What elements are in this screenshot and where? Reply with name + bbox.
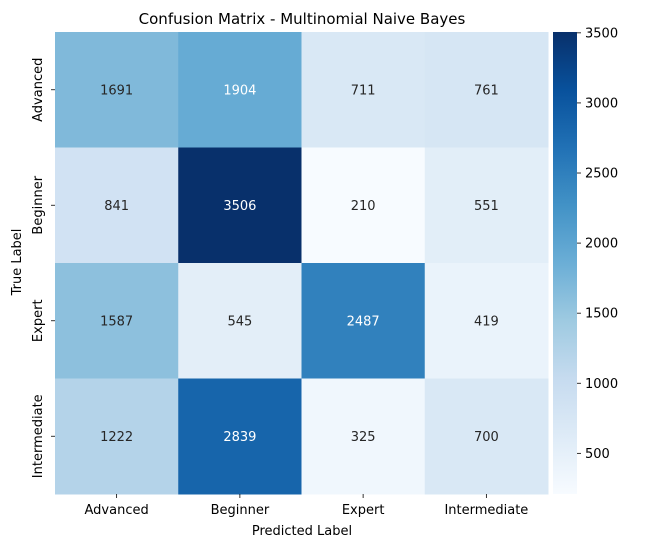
heatmap-cell [424, 378, 549, 495]
y-tick-label: Beginner [31, 175, 46, 234]
y-tick-label: Advanced [31, 58, 46, 122]
heatmap-cell [55, 378, 179, 495]
cell-value-label: 2487 [347, 314, 380, 329]
x-tick-label: Beginner [211, 503, 270, 518]
heatmap-cell [178, 32, 302, 148]
heatmap-cell [178, 263, 302, 379]
x-axis-label: Predicted Label [252, 524, 352, 539]
heatmap-cell [424, 263, 549, 379]
heatmap-cell [178, 147, 302, 264]
colorbar-tick-label: 3000 [585, 96, 618, 111]
cell-value-label: 419 [474, 314, 499, 329]
x-tick-label: Intermediate [444, 503, 528, 518]
heatmap-cell [301, 32, 426, 148]
heatmap-cell [178, 378, 302, 495]
cell-value-label: 545 [227, 314, 252, 329]
cell-value-label: 325 [351, 430, 376, 445]
cell-value-label: 210 [351, 199, 376, 214]
x-tick-label: Expert [342, 503, 385, 518]
colorbar-tick-label: 3500 [585, 26, 618, 41]
cell-value-label: 3506 [223, 199, 256, 214]
heatmap-cell [301, 263, 426, 379]
cell-value-label: 2839 [223, 430, 256, 445]
heatmap-cells: 1691 1904 711 761 841 3506 210 551 1587 545 2487 41… [55, 32, 549, 495]
cell-value-label: 711 [351, 83, 376, 98]
cell-value-label: 1691 [100, 83, 133, 98]
colorbar-tick-label: 2000 [585, 237, 618, 252]
cell-value-label: 1904 [223, 83, 256, 98]
heatmap-cell [301, 378, 426, 495]
heatmap-cell [55, 32, 179, 148]
y-tick-label: Expert [31, 299, 46, 342]
colorbar-tick-label: 1000 [585, 377, 618, 392]
colorbar-tick-label: 2500 [585, 167, 618, 182]
colorbar-tick-label: 500 [585, 447, 610, 462]
colorbar-axis: 500 1000 1500 2000 2500 3000 3500 [577, 26, 618, 462]
chart-title: Confusion Matrix - Multinomial Naive Bay… [139, 10, 466, 28]
x-tick-label: Advanced [85, 503, 149, 518]
heatmap-cell [424, 32, 549, 148]
heatmap-cell [55, 147, 179, 264]
heatmap-cell [55, 263, 179, 379]
colorbar-tick-label: 1500 [585, 307, 618, 322]
y-tick-label: Intermediate [31, 394, 46, 478]
cell-value-label: 761 [474, 83, 499, 98]
cell-value-label: 1222 [100, 430, 133, 445]
cell-value-label: 551 [474, 199, 499, 214]
colorbar [553, 32, 577, 494]
cell-value-label: 841 [104, 199, 129, 214]
y-axis-label: True Label [10, 229, 25, 297]
cell-value-label: 700 [474, 430, 499, 445]
y-axis: Advanced Beginner Expert Intermediate [31, 58, 55, 478]
heatmap-cell [301, 147, 426, 264]
cell-value-label: 1587 [100, 314, 133, 329]
x-axis: Advanced Beginner Expert Intermediate [85, 494, 528, 518]
heatmap-cell [424, 147, 549, 264]
